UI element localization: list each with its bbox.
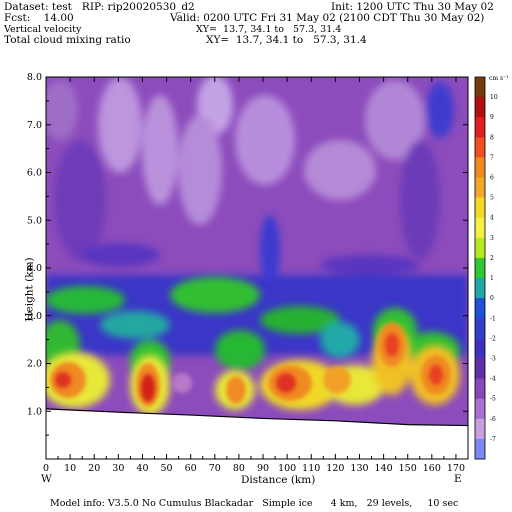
x-tick-label: 30 [112, 463, 124, 474]
x-tick-label: 0 [43, 463, 49, 474]
y-tick-label: 2.0 [27, 359, 42, 370]
colorbar-label: 7 [490, 154, 494, 161]
valid-time-label: Valid: 0200 UTC Fri 31 May 02 (2100 CDT … [170, 12, 485, 24]
colorbar-label: 2 [490, 255, 494, 262]
colorbar-label: 9 [490, 114, 494, 121]
x-tick-label: 10 [64, 463, 76, 474]
colorbar-swatch [475, 157, 485, 179]
y-tick-label: 8.0 [27, 72, 42, 83]
x-tick-label: 60 [185, 463, 197, 474]
colorbar-swatch [475, 117, 485, 138]
terrain-fill [46, 408, 468, 459]
colorbar-label: 1 [490, 275, 494, 282]
field-shading [46, 77, 468, 459]
colorbar-label: -2 [490, 335, 496, 342]
colorbar-swatch [475, 438, 485, 460]
x-axis-label: Distance (km) [241, 474, 316, 486]
x-tick-label: 150 [399, 463, 417, 474]
colorbar-label: -4 [490, 376, 496, 383]
colorbar-swatch [475, 378, 485, 400]
colorbar-label: 5 [490, 195, 494, 202]
colorbar-swatch [475, 137, 485, 158]
x-tick-label: 50 [161, 463, 173, 474]
colorbar-swatch [475, 298, 485, 319]
colorbar-label: 6 [490, 175, 494, 182]
colorbar-label: -1 [490, 315, 496, 322]
colorbar-swatch [475, 318, 485, 339]
colorbar-swatch [475, 278, 485, 299]
colorbar-swatch [475, 358, 485, 380]
field1-label: Vertical velocity [4, 24, 82, 35]
x-tick-label: 90 [257, 463, 269, 474]
x-tick-label: 160 [423, 463, 441, 474]
model-info-label: Model info: V3.5.0 No Cumulus Blackadar … [50, 498, 459, 509]
x-tick-label: 140 [375, 463, 393, 474]
east-label: E [454, 473, 462, 485]
colorbar-swatch [475, 418, 485, 440]
colorbar-unit: cm s⁻¹ [489, 75, 509, 82]
x-tick-label: 130 [350, 463, 368, 474]
y-tick-label: 7.0 [27, 120, 42, 131]
y-tick-label: 1.0 [27, 406, 42, 417]
x-tick-label: 120 [326, 463, 344, 474]
field2-xy-label: XY= 13.7, 34.1 to 57.3, 31.4 [206, 34, 367, 46]
dataset-label: Dataset: test RIP: rip20020530_d2 [4, 1, 195, 13]
colorbar-label: 3 [490, 235, 494, 242]
x-tick-label: 100 [278, 463, 296, 474]
x-tick-label: 20 [88, 463, 100, 474]
colorbar-swatch [475, 338, 485, 359]
y-tick-label: 5.0 [27, 215, 42, 226]
colorbar-label: 10 [490, 94, 498, 101]
colorbar-label: -7 [490, 436, 496, 443]
field1-xy-label: XY= 13.7, 34.1 to 57.3, 31.4 [196, 24, 342, 35]
colorbar-label: -6 [490, 416, 496, 423]
y-tick-label: 4.0 [27, 263, 42, 274]
west-label: W [41, 473, 52, 485]
colorbar-label: 8 [490, 134, 494, 141]
field2-label: Total cloud mixing ratio [4, 34, 131, 46]
colorbar-swatch [475, 197, 485, 219]
x-tick-label: 40 [136, 463, 148, 474]
x-tick-label: 170 [447, 463, 465, 474]
terrain-line [45, 408, 469, 427]
y-tick-label: 3.0 [27, 311, 42, 322]
colorbar-swatch [475, 257, 485, 279]
x-tick-label: 110 [302, 463, 320, 474]
colorbar-label: 4 [490, 215, 494, 222]
init-label: Init: 1200 UTC Thu 30 May 02 [331, 1, 494, 13]
colorbar-label: 0 [490, 295, 494, 302]
y-axis-label: Height (km) [23, 257, 36, 322]
colorbar-swatch [475, 237, 485, 259]
colorbar-swatch [475, 97, 485, 118]
forecast-label: Fcst: 14.00 [4, 12, 74, 24]
colorbar-swatch [475, 398, 485, 420]
y-tick-label: 6.0 [27, 168, 42, 179]
colorbar-swatch [475, 77, 485, 98]
colorbar-swatch [475, 217, 485, 239]
x-tick-label: 80 [233, 463, 245, 474]
colorbar-frame [474, 76, 486, 460]
colorbar-label: -3 [490, 355, 496, 362]
colorbar-swatch [475, 177, 485, 199]
colorbar-label: -5 [490, 396, 496, 403]
x-tick-label: 70 [209, 463, 221, 474]
